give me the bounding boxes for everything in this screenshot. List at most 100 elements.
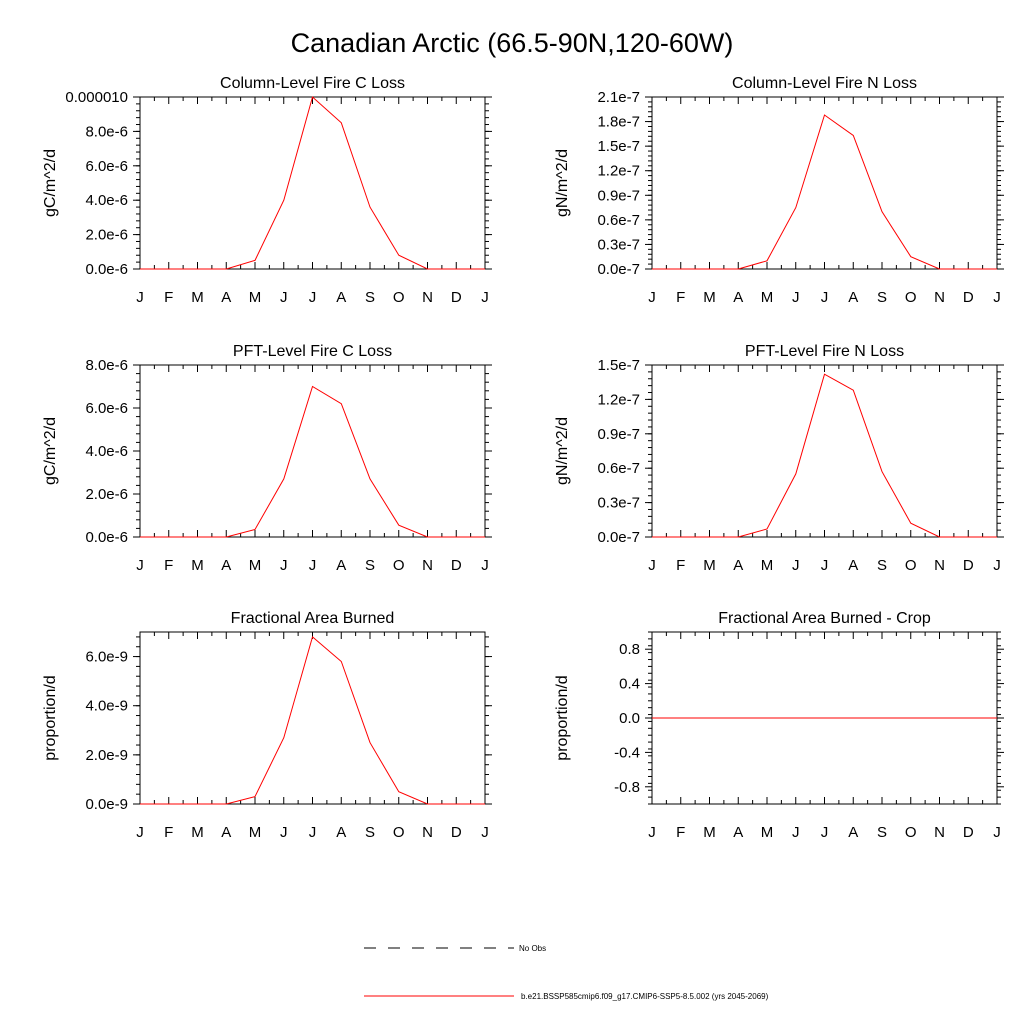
y-axis-label: gC/m^2/d [42, 417, 59, 485]
x-tick-label: J [136, 289, 144, 306]
x-tick-label: S [365, 824, 375, 841]
y-tick-label: 0.6e-7 [597, 460, 640, 477]
x-tick-label: N [934, 557, 945, 574]
y-axis-label: gC/m^2/d [42, 149, 59, 217]
y-tick-label: 0.0 [619, 710, 640, 727]
y-tick-label: 2.1e-7 [597, 89, 640, 106]
panel-title: Fractional Area Burned [231, 610, 395, 627]
series-line [140, 96, 485, 270]
x-tick-label: J [792, 289, 800, 306]
x-tick-label: J [481, 289, 489, 306]
x-tick-label: J [993, 289, 1001, 306]
x-tick-label: A [733, 557, 743, 574]
x-tick-label: N [422, 557, 433, 574]
y-tick-label: -0.8 [614, 779, 640, 796]
x-tick-label: S [365, 557, 375, 574]
panel-title: PFT-Level Fire C Loss [233, 343, 392, 360]
series-line [652, 114, 997, 270]
panel-title: Fractional Area Burned - Crop [718, 610, 931, 627]
plot-frame [651, 96, 998, 270]
x-tick-label: J [280, 824, 288, 841]
y-tick-label: 0.9e-7 [597, 187, 640, 204]
y-tick-label: 8.0e-6 [85, 357, 128, 374]
legend-obs-label: No Obs [519, 944, 546, 953]
x-tick-label: F [164, 557, 173, 574]
x-tick-label: A [221, 289, 231, 306]
x-tick-label: N [934, 289, 945, 306]
x-tick-label: J [309, 557, 317, 574]
x-tick-label: A [221, 824, 231, 841]
x-tick-label: M [703, 557, 716, 574]
y-tick-label: 0.3e-7 [597, 236, 640, 253]
x-tick-label: O [905, 557, 917, 574]
x-tick-label: O [393, 824, 405, 841]
x-tick-label: J [648, 824, 656, 841]
x-tick-label: J [821, 824, 829, 841]
x-tick-label: O [905, 289, 917, 306]
x-tick-label: J [280, 557, 288, 574]
y-axis-label: gN/m^2/d [554, 149, 571, 217]
x-tick-label: J [993, 824, 1001, 841]
x-tick-label: J [309, 289, 317, 306]
panel-title: Column-Level Fire C Loss [220, 75, 405, 92]
x-tick-label: D [451, 289, 462, 306]
x-tick-label: F [164, 289, 173, 306]
x-tick-label: A [733, 289, 743, 306]
x-tick-label: D [451, 557, 462, 574]
y-tick-label: 1.5e-7 [597, 138, 640, 155]
x-tick-label: J [792, 824, 800, 841]
x-tick-label: S [877, 289, 887, 306]
legend-model-label: b.e21.BSSP585cmip6.f09_g17.CMIP6-SSP5-8.… [521, 992, 769, 1001]
y-tick-label: 6.0e-9 [85, 649, 128, 666]
x-tick-label: O [393, 289, 405, 306]
plot-frame [139, 96, 486, 270]
y-axis-label: gN/m^2/d [554, 417, 571, 485]
x-tick-label: A [336, 824, 346, 841]
x-tick-label: M [249, 289, 262, 306]
plot-frame [139, 631, 486, 805]
x-tick-label: M [761, 289, 774, 306]
x-tick-label: M [191, 557, 204, 574]
x-tick-label: J [821, 557, 829, 574]
x-tick-label: F [676, 824, 685, 841]
x-tick-label: M [703, 289, 716, 306]
legend: No Obs b.e21.BSSP585cmip6.f09_g17.CMIP6-… [364, 944, 769, 1001]
plot-frame [139, 364, 486, 538]
x-tick-label: M [249, 557, 262, 574]
x-tick-label: J [136, 557, 144, 574]
x-tick-label: N [422, 824, 433, 841]
x-tick-label: J [648, 289, 656, 306]
x-tick-label: M [249, 824, 262, 841]
x-tick-label: M [703, 824, 716, 841]
x-tick-label: J [136, 824, 144, 841]
y-tick-label: -0.4 [614, 744, 640, 761]
x-tick-label: M [761, 824, 774, 841]
y-tick-label: 0.6e-7 [597, 212, 640, 229]
x-tick-label: D [963, 557, 974, 574]
x-tick-label: S [365, 289, 375, 306]
y-tick-label: 6.0e-6 [85, 158, 128, 175]
x-tick-label: F [676, 557, 685, 574]
x-tick-label: S [877, 557, 887, 574]
y-tick-label: 1.2e-7 [597, 391, 640, 408]
x-tick-label: J [648, 557, 656, 574]
x-tick-label: J [481, 824, 489, 841]
y-tick-label: 8.0e-6 [85, 123, 128, 140]
x-tick-label: J [481, 557, 489, 574]
panel-title: PFT-Level Fire N Loss [745, 343, 904, 360]
x-tick-label: A [848, 289, 858, 306]
y-tick-label: 2.0e-6 [85, 227, 128, 244]
figure-title: Canadian Arctic (66.5-90N,120-60W) [291, 28, 734, 58]
x-tick-label: F [164, 824, 173, 841]
y-tick-label: 4.0e-6 [85, 192, 128, 209]
x-tick-label: A [848, 824, 858, 841]
y-tick-label: 4.0e-6 [85, 443, 128, 460]
y-axis-label: proportion/d [42, 675, 59, 760]
y-tick-label: 0.000010 [65, 89, 128, 106]
x-tick-label: M [191, 289, 204, 306]
